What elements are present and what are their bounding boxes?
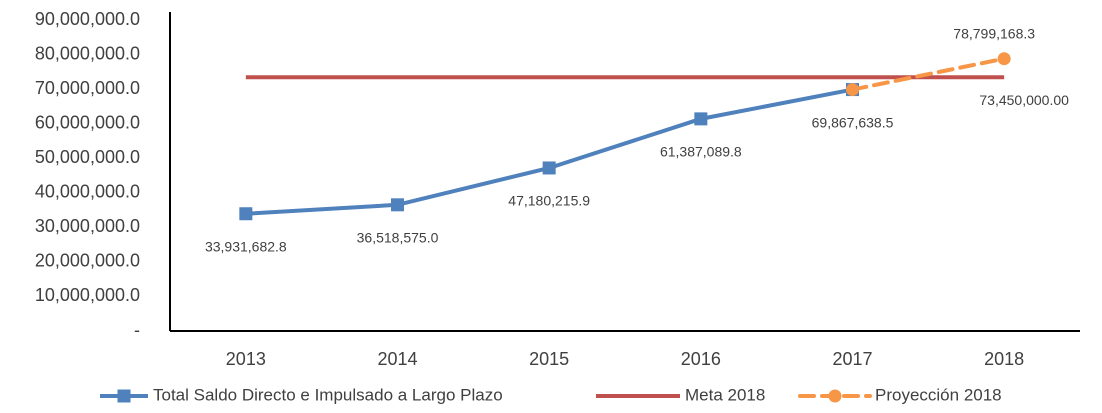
data-label: 73,450,000.00 xyxy=(979,92,1069,108)
marker xyxy=(542,161,556,175)
legend-marker xyxy=(117,389,131,403)
data-label: 61,387,089.8 xyxy=(660,144,742,160)
marker xyxy=(694,112,708,126)
legend-label: Total Saldo Directo e Impulsado a Largo … xyxy=(153,385,503,404)
legend-label: Proyección 2018 xyxy=(875,385,1002,404)
y-tick-label: 90,000,000.0 xyxy=(35,9,140,29)
marker xyxy=(391,198,404,212)
data-label: 78,799,168.3 xyxy=(953,25,1035,41)
data-label: 47,180,215.9 xyxy=(508,193,590,209)
series-line xyxy=(850,56,1007,92)
marker xyxy=(997,52,1011,66)
data-label: 69,867,638.5 xyxy=(812,114,894,130)
x-tick-label: 2013 xyxy=(226,349,266,369)
x-tick-label: 2017 xyxy=(832,349,872,369)
y-tick-label: 30,000,000.0 xyxy=(35,216,140,236)
legend-marker xyxy=(828,389,842,403)
y-tick-label: 10,000,000.0 xyxy=(35,285,140,305)
legend-label: Meta 2018 xyxy=(685,385,765,404)
marker xyxy=(846,83,859,97)
data-label: 33,931,682.8 xyxy=(205,238,287,254)
marker xyxy=(239,207,253,221)
y-tick-label: - xyxy=(134,320,140,340)
x-tick-label: 2014 xyxy=(377,349,417,369)
x-tick-label: 2016 xyxy=(681,349,721,369)
y-tick-label: 60,000,000.0 xyxy=(35,112,140,132)
y-tick-label: 20,000,000.0 xyxy=(35,251,140,271)
y-tick-label: 40,000,000.0 xyxy=(35,182,140,202)
data-label: 36,518,575.0 xyxy=(357,230,439,246)
y-tick-label: 70,000,000.0 xyxy=(35,78,140,98)
y-tick-label: 80,000,000.0 xyxy=(35,43,140,63)
y-tick-label: 50,000,000.0 xyxy=(35,147,140,167)
x-tick-label: 2015 xyxy=(529,349,569,369)
x-tick-label: 2018 xyxy=(984,349,1024,369)
